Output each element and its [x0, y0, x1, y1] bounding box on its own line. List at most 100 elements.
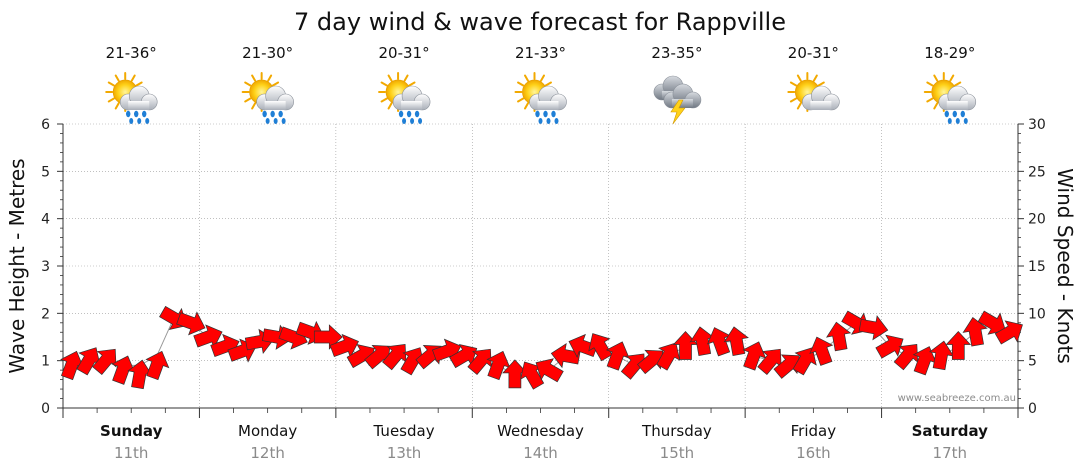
wind-arrow — [535, 358, 564, 383]
wind-arrow — [145, 350, 170, 381]
wind-arrow — [689, 326, 715, 356]
sun-ray — [408, 81, 416, 87]
day-name: Monday — [238, 422, 297, 440]
sun-ray — [135, 81, 143, 87]
sun-ray — [251, 74, 257, 82]
cloud-shape — [119, 85, 158, 111]
rain-drop — [944, 110, 949, 118]
sun-ray — [817, 81, 825, 87]
sun-ray — [954, 81, 962, 87]
y-left-tick-label: 1 — [41, 354, 50, 370]
wind-arrow — [757, 348, 782, 376]
sun-cloud-icon — [787, 72, 840, 112]
wind-arrow — [127, 359, 153, 390]
rain-drop — [414, 110, 420, 118]
rain-drop — [543, 110, 548, 118]
temperature-range: 21-33° — [515, 44, 566, 62]
sun-cloud-rain-icon — [923, 72, 977, 124]
rain-drop — [278, 110, 283, 118]
temperature-range: 18-29° — [924, 44, 975, 62]
y-right-tick-label: 5 — [1028, 354, 1037, 370]
storm-cloud-icon — [653, 75, 702, 125]
sun-ray — [933, 74, 939, 82]
day-name: Tuesday — [373, 422, 435, 440]
rain-drop — [134, 110, 139, 118]
wind-arrow — [723, 326, 749, 356]
wind-arrow — [912, 346, 937, 376]
rain-drop — [535, 110, 540, 118]
y-left-tick-label: 5 — [41, 164, 50, 180]
y-right-tick-label: 15 — [1028, 259, 1046, 275]
rain-drop — [546, 118, 551, 124]
rain-drop — [145, 118, 150, 124]
y-right-axis-label: Wind Speed - Knots — [1053, 168, 1077, 364]
grid — [63, 123, 1018, 408]
wind-arrows — [60, 305, 1023, 390]
day-name: Wednesday — [497, 422, 584, 440]
cloud-shape — [529, 85, 567, 111]
day-labels: Sunday 11th Monday 12th Tuesday 13th Wednesday… — [100, 422, 988, 462]
wind-arrow — [809, 336, 834, 366]
y-left-axis-label: Wave Height - Metres — [5, 158, 29, 373]
sun-ray — [524, 74, 529, 82]
sun-ray — [544, 81, 552, 87]
cloud-shape — [256, 85, 294, 111]
y-right-tick-label: 20 — [1028, 212, 1046, 228]
sun-ray — [517, 81, 525, 87]
day-date: 11th — [114, 444, 148, 462]
wind-arrow — [588, 333, 613, 362]
wind-arrow — [858, 315, 889, 341]
rain-drop — [963, 118, 968, 124]
sun-ray — [796, 102, 802, 110]
wind-arrow — [742, 341, 767, 371]
wind-arrow — [92, 348, 117, 376]
cloud-shape — [938, 85, 977, 111]
rain-drop — [418, 118, 423, 124]
sun-ray — [251, 102, 257, 110]
wind-arrow — [707, 327, 732, 357]
wind-arrow — [176, 311, 206, 336]
sun-ray — [517, 97, 525, 103]
rain-drop — [402, 118, 407, 124]
rain-drop — [955, 118, 960, 124]
temperature-range: 21-36° — [106, 44, 157, 62]
sun-ray — [244, 81, 252, 87]
sun-ray — [926, 97, 934, 103]
sun-ray — [107, 81, 115, 87]
wind-arrow — [193, 324, 223, 349]
sun-ray — [524, 102, 529, 110]
wind-arrow — [672, 330, 699, 360]
wind-arrow — [962, 317, 988, 347]
day-date: 15th — [660, 444, 694, 462]
day-name: Thursday — [641, 422, 712, 440]
wind-arrow — [502, 359, 528, 389]
sun-ray — [789, 97, 798, 103]
axes: 0 1 2 3 4 5 6 0 5 10 15 20 25 30 — [41, 117, 1046, 418]
sun-cloud-rain-icon — [241, 72, 294, 124]
day-name: Saturday — [912, 422, 989, 440]
sun-cloud-rain-icon — [514, 72, 567, 124]
temperature-range: 23-35° — [651, 44, 702, 62]
sun-ray — [796, 74, 802, 82]
rain-drop — [126, 110, 131, 118]
day-date: 13th — [387, 444, 421, 462]
wind-arrow — [792, 347, 817, 376]
rain-drop — [551, 110, 556, 118]
rain-drop — [410, 118, 415, 124]
rain-drop — [554, 118, 559, 124]
wind-arrow — [928, 340, 955, 371]
watermark: www.seabreeze.com.au — [898, 393, 1016, 404]
wind-arrow — [605, 341, 630, 371]
day-name: Sunday — [100, 422, 163, 440]
sun-ray — [244, 97, 252, 103]
sun-ray — [403, 74, 409, 82]
weather-row: 21-36° 21-30° 20-31° 21-33° 23-35° 20-31° 18-2… — [105, 44, 977, 125]
rain-drop — [273, 118, 278, 124]
sun-ray — [271, 81, 280, 87]
rain-drop — [952, 110, 957, 118]
y-left-tick-label: 3 — [41, 259, 50, 275]
rain-drop — [129, 118, 134, 124]
rain-drop — [398, 110, 404, 118]
temperature-range: 20-31° — [788, 44, 839, 62]
wind-arrow — [449, 343, 478, 369]
